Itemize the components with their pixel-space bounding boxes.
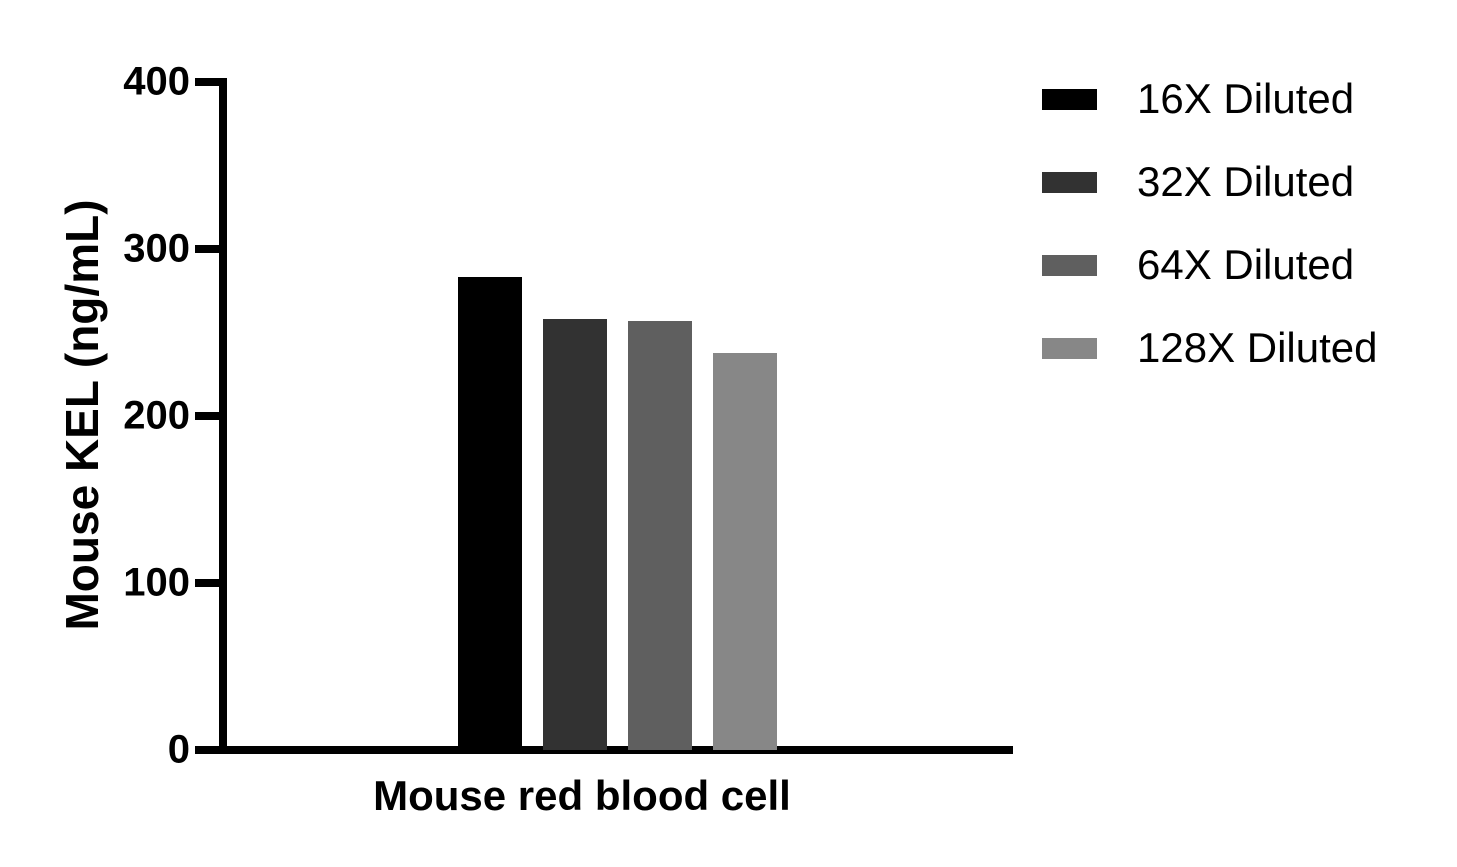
y-axis-tick-label: 400 bbox=[123, 59, 190, 104]
legend-swatch bbox=[1042, 88, 1097, 110]
y-axis-tick bbox=[195, 245, 223, 253]
x-axis-line bbox=[219, 746, 1013, 754]
y-axis-tick bbox=[195, 579, 223, 587]
x-axis-category-label: Mouse red blood cell bbox=[373, 772, 791, 819]
y-axis-title: Mouse KEL (ng/mL) bbox=[56, 199, 108, 631]
legend-swatch bbox=[1042, 171, 1097, 193]
legend-row-32x-diluted: 32X Diluted bbox=[1042, 158, 1354, 206]
y-axis-tick-label: 0 bbox=[167, 727, 190, 772]
legend-swatch bbox=[1042, 254, 1097, 276]
legend-row-64x-diluted: 64X Diluted bbox=[1042, 241, 1354, 289]
legend-label: 16X Diluted bbox=[1137, 75, 1355, 122]
legend-row-128x-diluted: 128X Diluted bbox=[1042, 324, 1378, 372]
y-axis-tick-label: 300 bbox=[123, 226, 190, 271]
bar-64x-diluted bbox=[627, 320, 692, 750]
bar-16x-diluted bbox=[457, 277, 522, 750]
y-axis-tick-label: 200 bbox=[123, 393, 190, 438]
bar-128x-diluted bbox=[712, 352, 777, 750]
y-axis-tick-label: 100 bbox=[123, 560, 190, 605]
bar-32x-diluted bbox=[542, 319, 607, 750]
y-axis-tick bbox=[195, 78, 223, 86]
y-axis-tick bbox=[195, 412, 223, 420]
y-axis-line bbox=[219, 78, 227, 754]
legend-label: 128X Diluted bbox=[1137, 324, 1378, 371]
legend-label: 64X Diluted bbox=[1137, 241, 1355, 288]
legend-row-16x-diluted: 16X Diluted bbox=[1042, 75, 1354, 123]
legend-label: 32X Diluted bbox=[1137, 158, 1355, 205]
legend-swatch bbox=[1042, 337, 1097, 359]
y-axis-tick bbox=[195, 746, 223, 754]
